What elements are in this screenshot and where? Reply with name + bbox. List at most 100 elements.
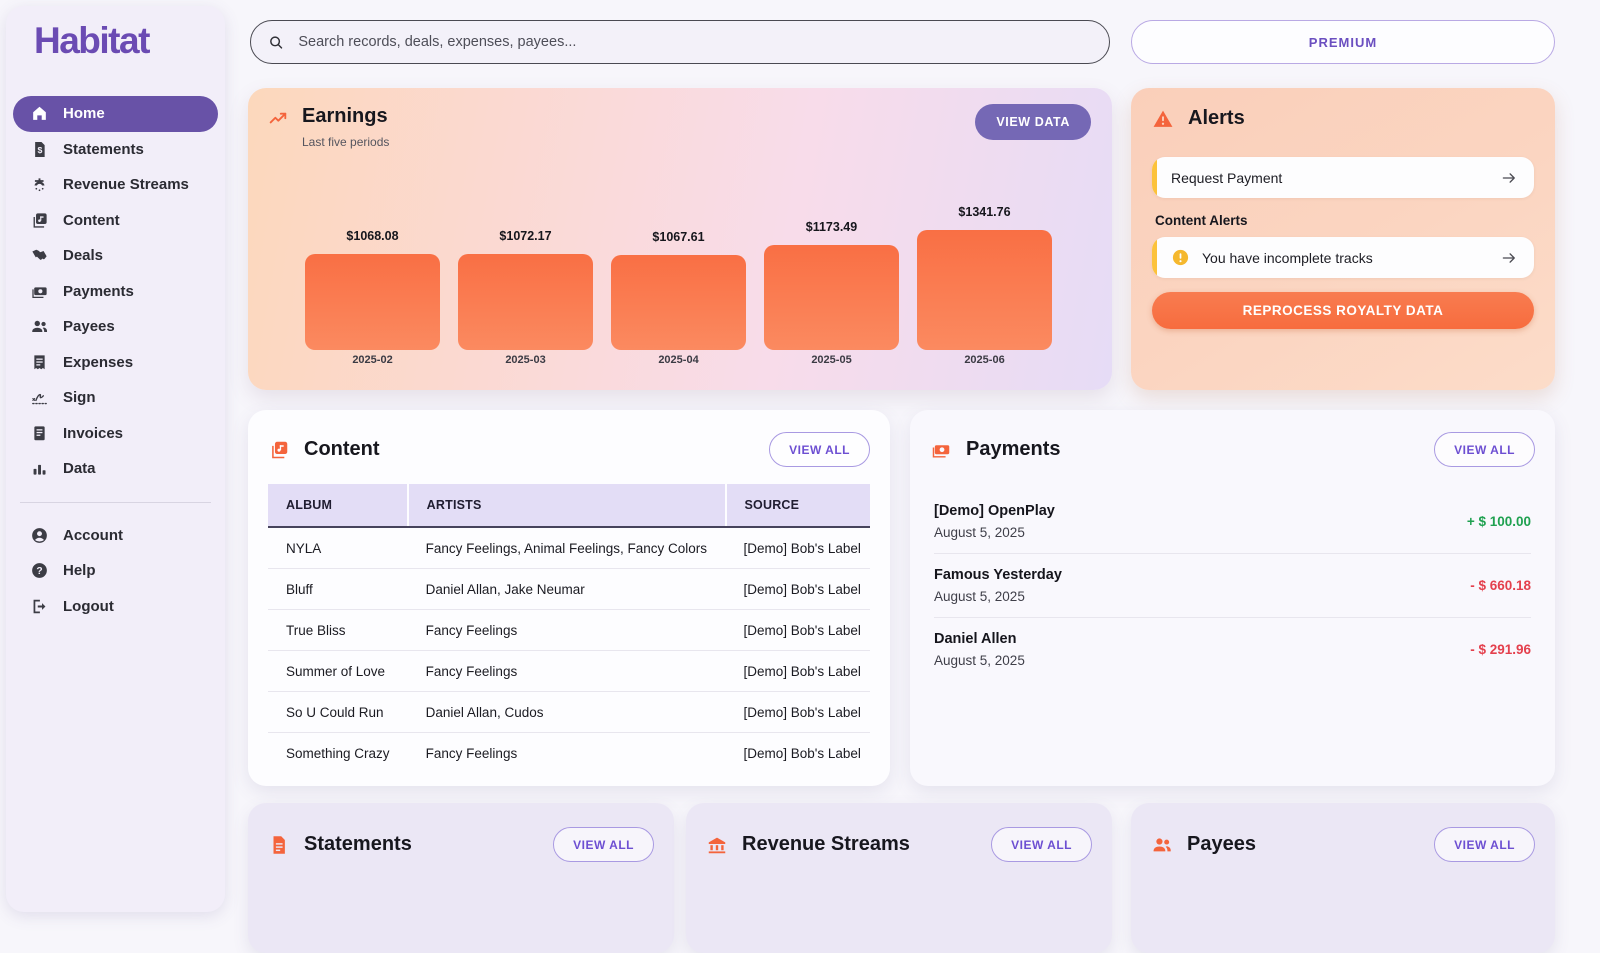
sidebar-item-statements[interactable]: $ Statements [6,132,225,168]
logout-icon [30,597,49,616]
column-header-album: ALBUM [268,484,409,528]
payment-date: August 5, 2025 [934,525,1025,540]
payment-amount: + $ 100.00 [1466,514,1531,529]
revenue-streams-icon [30,175,49,194]
earnings-title: Earnings [302,105,388,127]
content-row-something-crazy[interactable]: Something Crazy Fancy Feelings [Demo] Bob'… [268,733,870,774]
sidebar-item-label: Statements [63,140,144,158]
statements-icon: $ [30,140,49,159]
sidebar-item-label: Help [63,562,96,580]
earnings-card: Earnings Last five periods VIEW DATA $10… [248,88,1112,390]
artists-cell: Fancy Feelings, Animal Feelings, Fancy C… [407,527,726,569]
sidebar-item-deals[interactable]: Deals [6,238,225,274]
payees-card: Payees VIEW ALL [1131,803,1555,953]
arrow-right-icon [1500,249,1518,267]
content-view-all-button[interactable]: VIEW ALL [769,432,870,467]
alerts-card: Alerts Request Payment Content Alerts Yo… [1131,88,1555,390]
sidebar: Habitat Home $ Statements Revenue Streams Co… [6,6,225,912]
content-table: ALBUM ARTISTS SOURCE NYLA Fancy Feelings,… [268,484,870,773]
payment-name: Famous Yesterday [934,567,1062,583]
sidebar-item-payments[interactable]: Payments [6,274,225,310]
request-payment-row[interactable]: Request Payment [1152,157,1534,198]
sidebar-item-payees[interactable]: Payees [6,309,225,345]
sidebar-item-content[interactable]: Content [6,203,225,239]
statements-view-all-button[interactable]: VIEW ALL [553,827,654,862]
artists-cell: Daniel Allan, Jake Neumar [407,568,726,610]
bar-2025-03 [458,254,593,350]
statements-card: Statements VIEW ALL [248,803,674,953]
content-row-nyla[interactable]: NYLA Fancy Feelings, Animal Feelings, Fan… [268,527,870,569]
incomplete-tracks-label: You have incomplete tracks [1202,249,1373,266]
incomplete-tracks-row[interactable]: You have incomplete tracks [1152,237,1534,278]
sidebar-item-label: Data [63,460,96,478]
payment-row-famous-yesterday[interactable]: Famous Yesterday August 5, 2025 - $ 660.18 [934,554,1531,618]
search-bar[interactable] [250,20,1110,64]
payments-header: Payments VIEW ALL [910,410,1555,484]
deals-icon [30,246,49,265]
reprocess-royalty-data-button[interactable]: REPROCESS ROYALTY DATA [1152,292,1534,329]
sidebar-item-label: Sign [63,389,96,407]
arrow-right-icon [1500,169,1518,187]
premium-button[interactable]: PREMIUM [1131,20,1555,64]
content-header: Content VIEW ALL [248,410,890,484]
payees-view-all-button[interactable]: VIEW ALL [1434,827,1535,862]
sidebar-item-revenue-streams[interactable]: Revenue Streams [6,167,225,203]
sidebar-item-account[interactable]: Account [6,518,225,554]
sidebar-item-logout[interactable]: Logout [6,589,225,625]
earnings-header: Earnings Last five periods [268,105,389,149]
payments-list: [Demo] OpenPlay August 5, 2025 + $ 100.00 F… [934,490,1531,681]
svg-text:$: $ [37,145,42,155]
payment-amount: - $ 291.96 [1470,642,1531,657]
alerts-header: Alerts [1152,107,1534,130]
payments-icon [30,282,49,301]
bar-category-label: 2025-06 [964,354,1005,366]
sidebar-item-sign[interactable]: Sign [6,380,225,416]
search-input[interactable] [296,33,1093,51]
revenue-streams-card: Revenue Streams VIEW ALL [686,803,1112,953]
sidebar-item-invoices[interactable]: Invoices [6,416,225,452]
bar-category-label: 2025-02 [352,354,393,366]
svg-text:?: ? [36,566,42,577]
sidebar-item-label: Payments [63,282,134,300]
sidebar-item-home[interactable]: Home [13,96,218,132]
sidebar-item-label: Revenue Streams [63,176,189,194]
payments-view-all-button[interactable]: VIEW ALL [1434,432,1535,467]
sidebar-item-data[interactable]: Data [6,451,225,487]
bar-category-label: 2025-05 [811,354,852,366]
content-row-true-bliss[interactable]: True Bliss Fancy Feelings [Demo] Bob's Lab… [268,609,870,651]
sidebar-item-expenses[interactable]: Expenses [6,345,225,381]
artists-cell: Fancy Feelings [425,745,518,761]
payment-info: Famous Yesterday August 5, 2025 [934,567,1062,604]
payees-title: Payees [1187,833,1256,855]
bar-2025-06 [917,230,1052,350]
data-icon [30,459,49,478]
home-icon [30,104,49,123]
payment-date: August 5, 2025 [934,589,1025,604]
payment-row-daniel-allen[interactable]: Daniel Allen August 5, 2025 - $ 291.96 [934,618,1531,681]
expenses-icon [30,353,49,372]
column-header-artists: ARTISTS [407,484,727,528]
column-header-source: SOURCE [725,484,870,528]
trending-up-icon [268,108,289,129]
view-data-button[interactable]: VIEW DATA [975,104,1091,140]
sidebar-item-label: Expenses [63,353,134,371]
revenue-streams-view-all-button[interactable]: VIEW ALL [991,827,1092,862]
warning-icon [1152,108,1174,130]
payment-amount: - $ 660.18 [1470,578,1531,593]
payment-row--demo-openplay[interactable]: [Demo] OpenPlay August 5, 2025 + $ 100.00 [934,490,1531,554]
sidebar-item-help[interactable]: ? Help [6,553,225,589]
app-root: Habitat Home $ Statements Revenue Streams Co… [13,20,1555,953]
content-row-summer-of-love[interactable]: Summer of Love Fancy Feelings [Demo] Bob's… [268,650,870,692]
source-cell: [Demo] Bob's Label [725,568,870,610]
content-row-so-u-could-run[interactable]: So U Could Run Daniel Allan, Cudos [Demo] … [268,691,870,733]
payments-card: Payments VIEW ALL [Demo] OpenPlay August … [910,410,1555,786]
sidebar-item-label: Deals [63,247,104,265]
content-row-bluff[interactable]: Bluff Daniel Allan, Jake Neumar [Demo] Bob… [268,568,870,610]
artists-cell: Daniel Allan, Cudos [407,691,726,733]
bar-category-label: 2025-03 [505,354,546,366]
document-icon [268,834,290,856]
bar-value-label: $1072.17 [499,229,552,243]
source-cell: [Demo] Bob's Label [725,650,870,692]
sidebar-item-label: Invoices [63,424,124,442]
sidebar-item-label: Home [63,105,105,123]
